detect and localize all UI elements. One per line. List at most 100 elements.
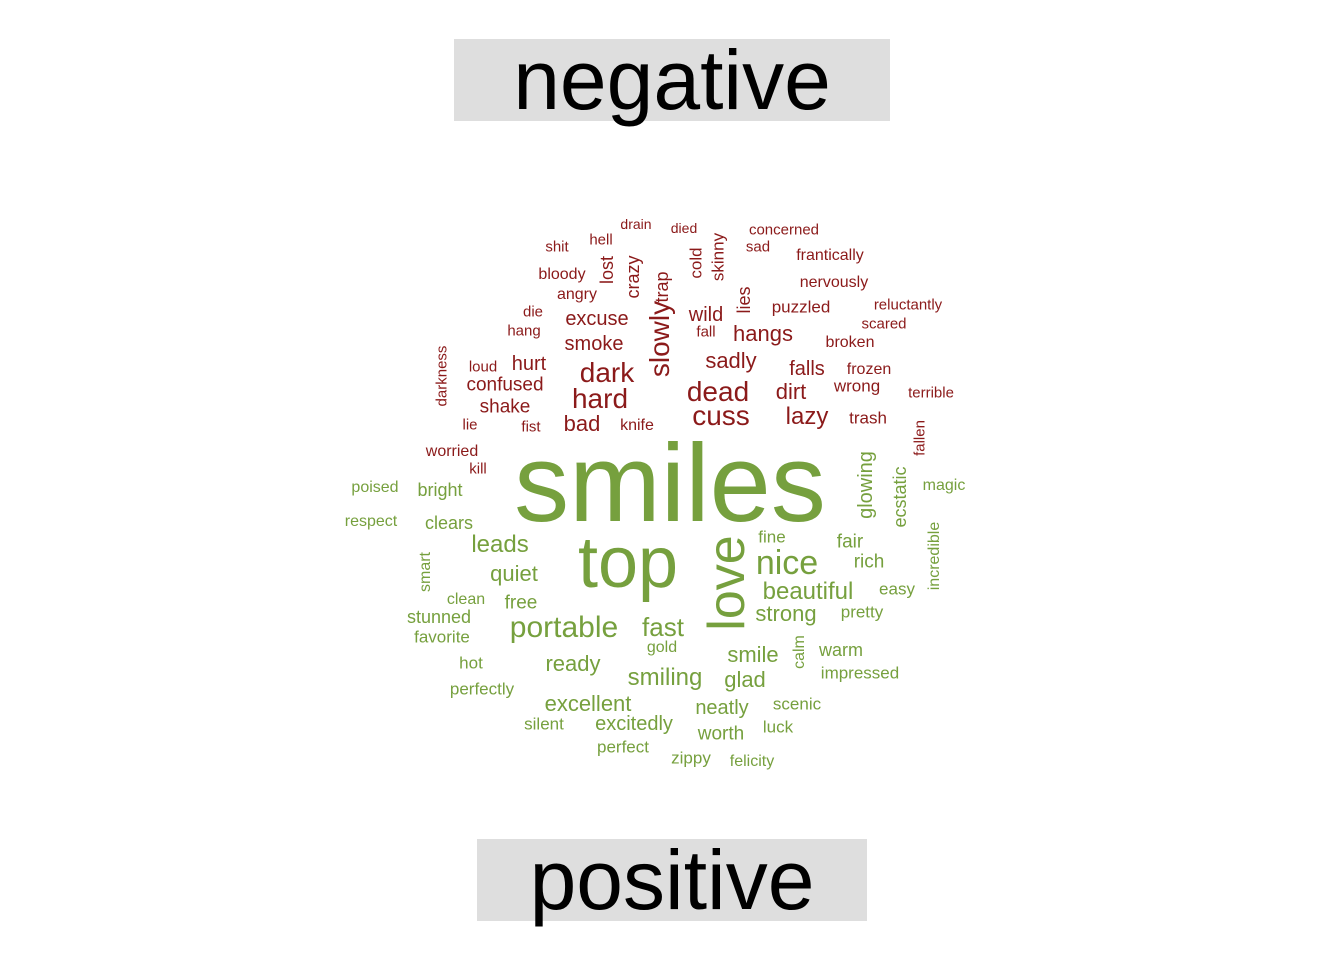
word-negative-lie: lie [462,416,478,434]
word-negative-die: die [522,303,544,321]
word-positive-calm: calm [791,635,808,669]
word-positive-felicity: felicity [729,753,775,770]
word-negative-wild: wild [688,304,724,326]
word-negative-worried: worried [425,443,479,460]
word-positive-respect: respect [344,513,398,530]
word-positive-fast: fast [642,612,684,642]
word-negative-confused: confused [466,374,544,396]
word-negative-broken: broken [825,334,875,351]
word-positive-ecstatic: ecstatic [890,466,910,528]
word-positive-excellent: excellent [544,691,632,716]
word-positive-poised: poised [351,479,399,496]
word-negative-sad: sad [745,238,771,256]
word-negative-dirt: dirt [775,379,807,404]
word-positive-clears: clears [424,513,474,533]
negative-label: negative [454,38,890,122]
word-positive-smiling: smiling [627,664,703,691]
word-positive-perfectly: perfectly [449,679,515,699]
word-positive-luck: luck [762,717,794,737]
word-positive-love: love [698,535,756,631]
word-negative-hangs: hangs [733,321,793,346]
word-negative-dark: dark [579,357,635,388]
word-positive-incredible: incredible [926,521,943,591]
word-negative-slowly: slowly [644,300,675,378]
word-positive-perfect: perfect [597,737,649,757]
word-negative-falls: falls [789,358,825,380]
word-positive-glowing: glowing [855,451,877,519]
word-positive-clean: clean [446,591,486,608]
word-negative-terrible: terrible [908,384,954,402]
word-positive-nice: nice [755,544,819,582]
word-positive-bright: bright [417,480,463,500]
positive-label: positive [477,838,867,922]
word-negative-fallen: fallen [911,420,929,456]
word-positive-impressed: impressed [820,663,900,683]
word-positive-worth: worth [697,723,745,745]
word-negative-scared: scared [861,315,907,333]
word-positive-smiles: smiles [514,422,826,545]
word-negative-frantically: frantically [796,247,864,264]
word-positive-silent: silent [524,714,564,734]
word-negative-concerned: concerned [748,221,820,239]
word-positive-warm: warm [819,640,863,660]
word-positive-favorite: favorite [414,627,470,647]
word-negative-crazy: crazy [623,255,643,299]
word-negative-angry: angry [556,286,598,303]
word-positive-easy: easy [879,579,915,599]
word-negative-lost: lost [597,255,617,285]
word-positive-scenic: scenic [772,694,822,714]
word-negative-hard: hard [571,383,629,414]
word-negative-fist: fist [521,418,541,436]
word-negative-sadly: sadly [705,348,757,373]
word-negative-puzzled: puzzled [771,297,831,317]
word-negative-dead: dead [686,376,750,407]
word-positive-fair: fair [836,531,864,553]
word-negative-knife: knife [620,417,654,434]
word-negative-lies: lies [734,286,754,314]
word-positive-stunned: stunned [406,607,472,627]
word-negative-hell: hell [589,231,613,249]
word-positive-pretty: pretty [840,602,884,622]
word-negative-bad: bad [563,411,601,436]
word-negative-skinny: skinny [708,232,728,282]
word-positive-strong: strong [755,601,817,626]
word-positive-leads: leads [471,531,529,558]
word-positive-beautiful: beautiful [762,578,854,605]
word-negative-hurt: hurt [511,353,547,375]
word-negative-hang: hang [507,322,541,340]
word-negative-shit: shit [545,238,569,256]
word-negative-shake: shake [479,396,531,418]
word-positive-free: free [504,592,538,614]
word-negative-trash: trash [849,408,887,428]
word-negative-fall: fall [696,323,716,341]
word-positive-quiet: quiet [490,561,538,586]
word-positive-excitedly: excitedly [595,713,673,735]
word-positive-magic: magic [922,477,966,494]
word-negative-cold: cold [686,247,706,279]
word-negative-cuss: cuss [692,400,750,431]
word-negative-drain: drain [620,216,652,232]
word-negative-kill: kill [469,460,487,478]
word-negative-trap: trap [652,271,672,303]
word-positive-zippy: zippy [671,748,711,768]
word-negative-nervously: nervously [799,274,869,291]
word-positive-smart: smart [417,552,434,592]
word-positive-gold: gold [646,639,678,656]
word-negative-frozen: frozen [846,361,892,378]
word-negative-excuse: excuse [565,308,629,330]
word-negative-darkness: darkness [433,345,451,407]
word-negative-reluctantly: reluctantly [873,296,943,314]
word-positive-rich: rich [853,551,885,573]
word-positive-smile: smile [727,642,779,667]
word-positive-portable: portable [509,611,619,644]
word-negative-lazy: lazy [785,403,829,430]
word-positive-hot: hot [459,653,483,673]
word-positive-ready: ready [545,651,601,676]
word-negative-bloody: bloody [538,266,586,283]
word-positive-glad: glad [724,667,766,692]
word-positive-neatly: neatly [695,697,749,719]
word-positive-fine: fine [758,527,786,547]
word-negative-wrong: wrong [833,376,881,396]
word-negative-died: died [670,220,698,236]
